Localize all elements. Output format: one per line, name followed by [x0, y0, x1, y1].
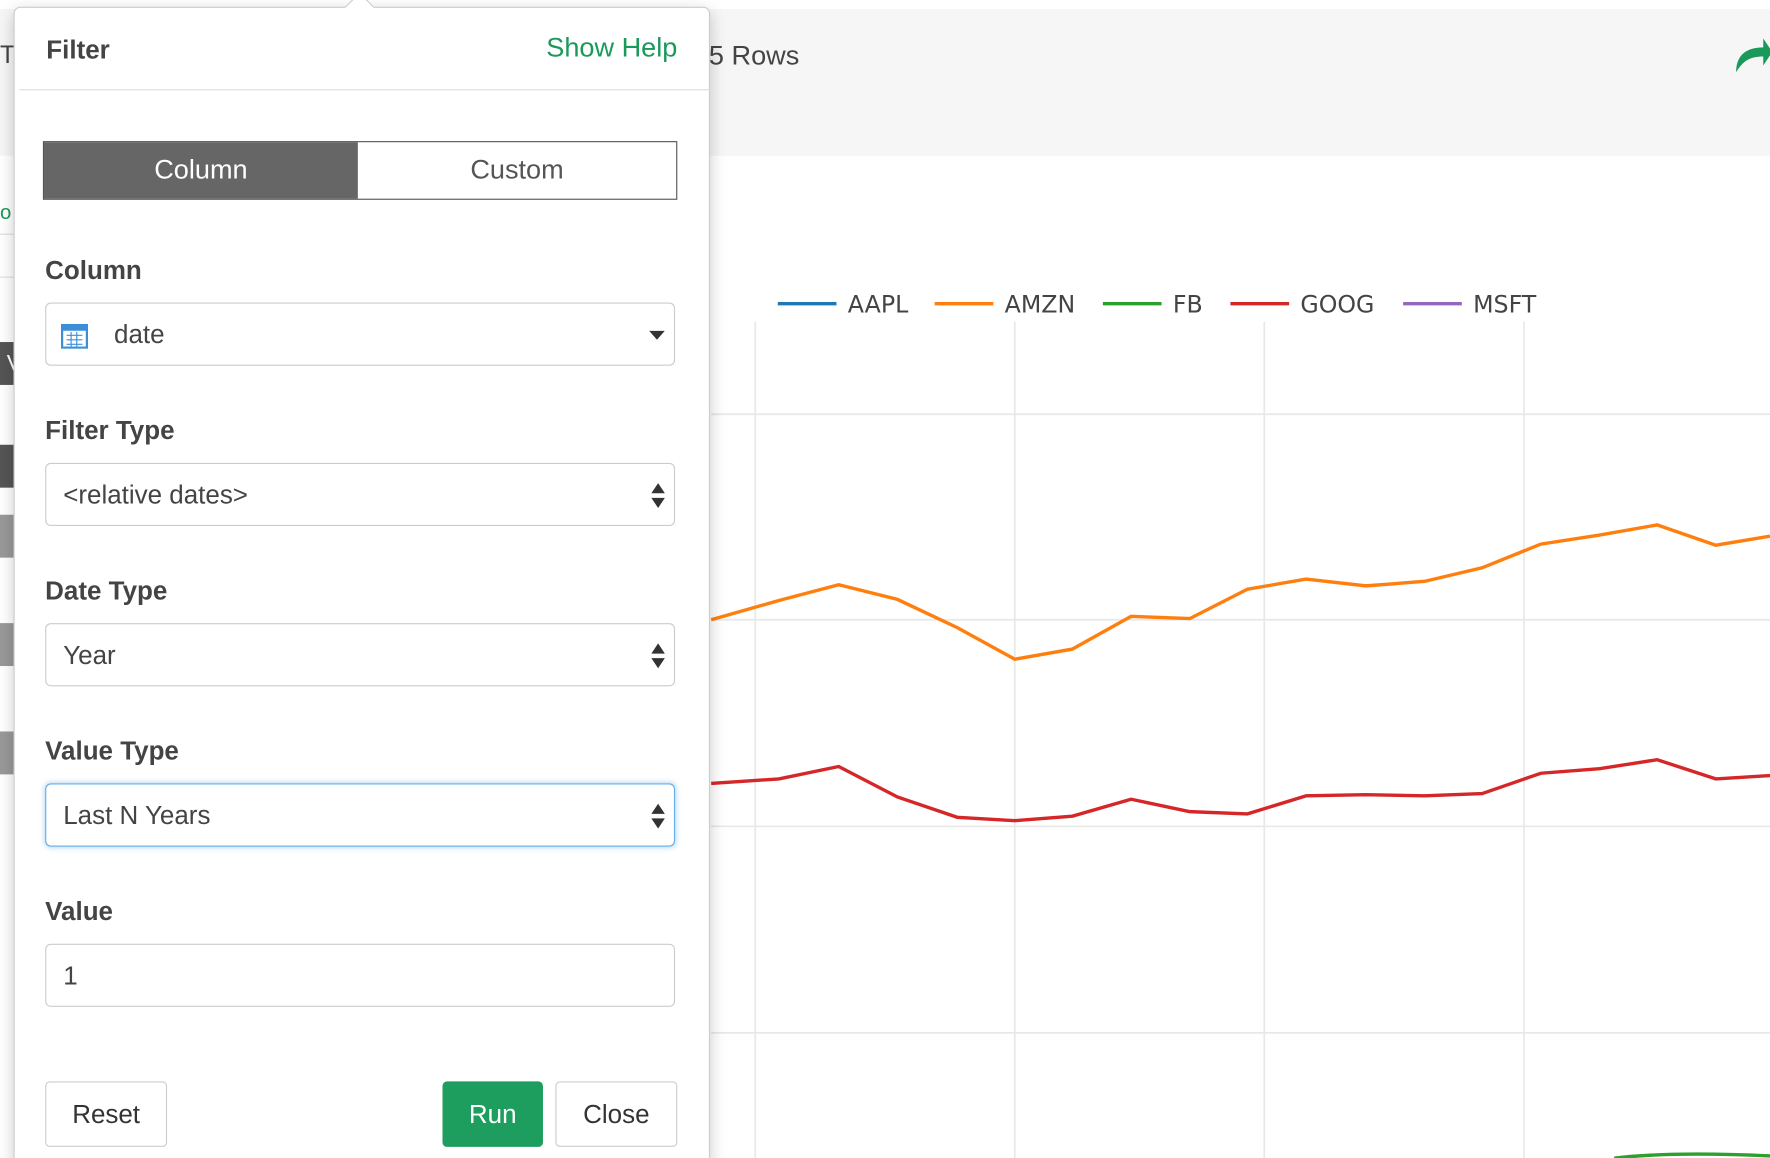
field-label: Date Type [45, 575, 168, 606]
fragment: V [0, 342, 14, 385]
select-value: Last N Years [63, 800, 211, 830]
divider [0, 233, 14, 235]
legend-label: MSFT [1473, 291, 1537, 319]
fragment: o [0, 200, 12, 224]
legend-label: AAPL [848, 291, 909, 319]
goog-line [711, 757, 1770, 823]
text-input[interactable]: 1 [45, 943, 676, 1007]
fb-line [1614, 1152, 1770, 1158]
bar [0, 731, 14, 775]
select[interactable]: <relative dates> [45, 462, 676, 527]
run-button[interactable]: Run [442, 1081, 543, 1147]
bar [0, 623, 14, 667]
caret [649, 330, 665, 340]
legend-label: AMZN [1005, 291, 1076, 319]
calendar-icon [60, 323, 89, 349]
select-value: date [114, 319, 165, 349]
field-label: Value Type [45, 735, 179, 766]
field-label: Column [45, 255, 142, 285]
select-value: <relative dates> [63, 479, 248, 510]
divider [19, 89, 711, 91]
legend-label: GOOG [1300, 291, 1374, 319]
fragment: T [0, 40, 16, 69]
tab-active[interactable]: Column [44, 142, 358, 199]
share-icon[interactable] [1727, 34, 1770, 79]
help-link[interactable]: Show Help [546, 32, 678, 64]
divider [0, 276, 14, 278]
field-label: Value [45, 896, 114, 926]
close-button[interactable]: Close [555, 1081, 678, 1147]
field-label: Filter Type [45, 415, 175, 445]
select-focused[interactable]: Last N Years [45, 783, 676, 847]
row-count: 5 Rows [708, 40, 800, 72]
select-arrows [651, 483, 665, 508]
tab-group: Column Custom [42, 141, 678, 200]
select-value: Year [63, 640, 116, 670]
bar [0, 444, 14, 488]
reset-button[interactable]: Reset [45, 1081, 168, 1147]
amzn-line [710, 523, 1770, 662]
select[interactable]: Year [45, 623, 676, 687]
select-arrows [651, 643, 665, 669]
input-value: 1 [63, 960, 78, 990]
arrow [344, 0, 375, 23]
legend-label: FB [1173, 291, 1203, 319]
select-arrows [651, 803, 665, 829]
tab[interactable]: Custom [470, 154, 564, 186]
bar [0, 514, 14, 558]
column-select[interactable]: date [45, 302, 676, 366]
popover-title: Filter [46, 34, 110, 65]
